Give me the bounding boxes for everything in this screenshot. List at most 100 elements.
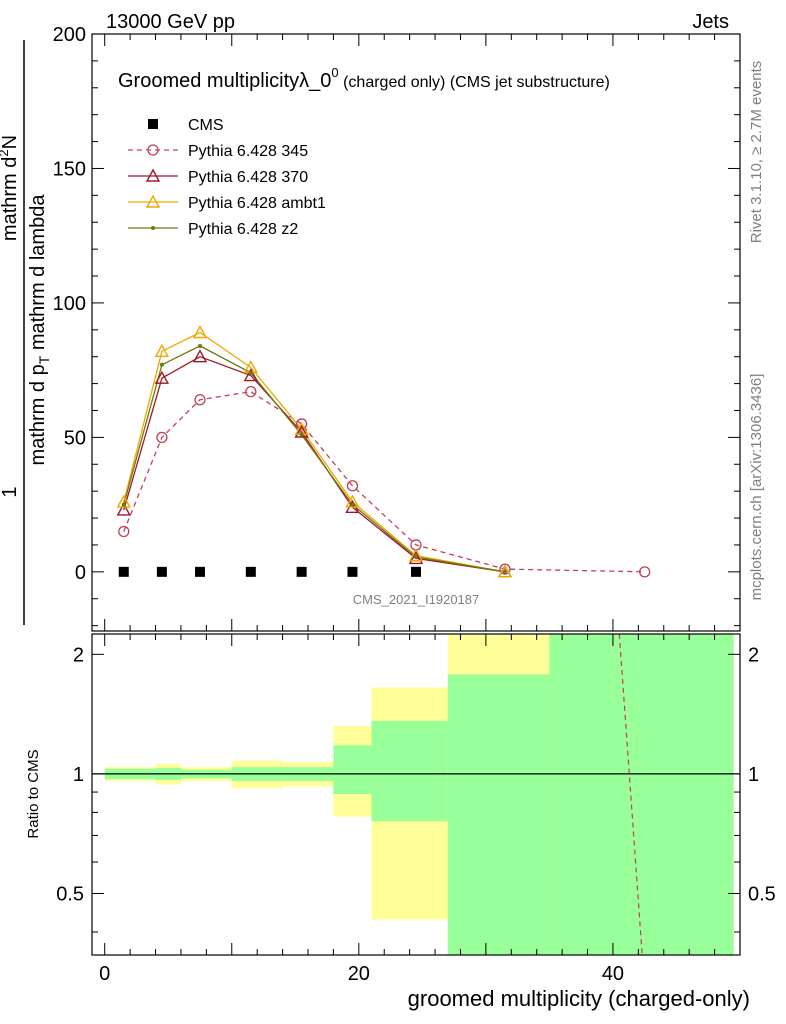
legend-entry: Pythia 6.428 370 (128, 168, 308, 186)
data-point-pythia-6-428-370 (408, 550, 424, 565)
header-energy-label: 13000 GeV pp (106, 11, 235, 33)
data-point-pythia-6-428-ambt1 (408, 548, 424, 562)
legend-label: Pythia 6.428 370 (188, 169, 308, 186)
data-point-pythia-6-428-345 (194, 394, 206, 406)
main-title-superscript: 0 (331, 65, 338, 80)
data-point-pythia-6-428-370 (243, 368, 259, 382)
legend: CMS Pythia 6.428 345 Pythia 6.428 370 Pythi… (128, 117, 326, 238)
ylabel-first-line-text: mathrm d p (27, 364, 49, 465)
data-point-pythia-6-428-z2 (198, 343, 202, 348)
data-point-pythia-6-428-345 (118, 525, 130, 538)
ratio-xlabel: groomed multiplicity (charged-only) (408, 986, 750, 1011)
data-point-cms (245, 566, 256, 577)
ratio-xtick-label: 20 (348, 963, 370, 985)
legend-entry: Pythia 6.428 z2 (128, 221, 298, 238)
ratio-xtick-label: 0 (99, 963, 110, 985)
main-ytick-label: 150 (53, 158, 86, 180)
data-point-cms (411, 566, 421, 577)
main-ylabel: 1 mathrm d pT mathrm d lambda mathrm d2N (0, 40, 52, 625)
ylabel-top-sup: 2 (0, 149, 11, 156)
data-point-pythia-6-428-z2 (299, 432, 304, 437)
data-point-pythia-6-428-z2 (350, 502, 355, 507)
ylabel-first-line-tail: mathrm d lambda (27, 194, 49, 356)
ylabel-top-tail: N (0, 135, 21, 149)
ratio-panel-frame (91, 633, 741, 956)
data-point-pythia-6-428-345 (639, 566, 651, 578)
main-ytick-label: 0 (75, 562, 86, 584)
data-point-pythia-6-428-370 (294, 424, 309, 438)
ylabel-numerator-one: 1 (0, 486, 21, 497)
mcplots-credit-label: mcplots.cern.ch [arXiv:1306.3436] (748, 374, 765, 601)
legend-label: CMS (188, 117, 224, 134)
data-point-pythia-6-428-ambt1 (192, 325, 208, 339)
data-point-cms (195, 566, 205, 577)
data-point-pythia-6-428-z2 (159, 362, 164, 367)
header-process-label: Jets (692, 11, 729, 33)
data-point-cms (156, 566, 167, 577)
legend-entry: Pythia 6.428 ambt1 (128, 194, 326, 212)
data-point-cms (296, 566, 307, 577)
stat-uncertainty-band (447, 674, 550, 955)
main-plot-area (116, 325, 651, 578)
data-point-pythia-6-428-370 (154, 370, 170, 384)
data-point-pythia-6-428-z2 (502, 569, 507, 574)
data-point-pythia-6-428-ambt1 (154, 343, 170, 358)
ratio-axes: 0.5 0.51 12 20 20 40 (56, 634, 776, 985)
legend-entry: Pythia 6.428 345 (128, 143, 308, 160)
rivet-version-label: Rivet 3.1.10, ≥ 2.7M events (748, 61, 765, 244)
data-point-pythia-6-428-ambt1 (345, 494, 360, 508)
ratio-plot-area (92, 633, 740, 956)
stat-uncertainty-band (371, 720, 448, 822)
series-line-pythia-6-428-z2 (123, 345, 506, 573)
ylabel-top-text: mathrm d (0, 157, 21, 241)
data-point-pythia-6-428-370 (145, 168, 161, 182)
data-point-pythia-6-428-370 (192, 349, 208, 363)
data-point-cms (347, 566, 358, 577)
data-point-pythia-6-428-345 (245, 386, 257, 398)
ylabel-first-line: mathrm d pT mathrm d lambda (27, 194, 52, 466)
ratio-xtick-label: 40 (602, 963, 624, 985)
ylabel-first-line-sub: T (36, 355, 52, 364)
series-line-pythia-6-428-345 (123, 391, 645, 573)
data-point-pythia-6-428-z2 (414, 555, 418, 560)
data-point-pythia-6-428-ambt1 (145, 194, 161, 208)
ratio-ytick-label-right: 1 (748, 764, 759, 786)
ratio-ytick-label-right: 2 (748, 644, 759, 666)
main-axes: 0 50 100 150 200 (53, 24, 740, 631)
ylabel-top-fraction: mathrm d2N (0, 135, 21, 241)
ratio-ylabel: Ratio to CMS (25, 749, 42, 838)
ratio-ytick-label: 0.5 (56, 883, 84, 905)
main-title-suffix: (charged only) (CMS jet substructure) (339, 74, 610, 91)
data-point-pythia-6-428-345 (147, 144, 159, 156)
main-title-text: Groomed multiplicityλ_0 (118, 70, 331, 92)
main-panel-frame (91, 33, 741, 632)
legend-label: Pythia 6.428 z2 (188, 221, 298, 238)
data-point-pythia-6-428-345 (346, 480, 359, 492)
legend-entry: CMS (148, 117, 224, 134)
ratio-ytick-label: 2 (73, 644, 84, 666)
data-point-pythia-6-428-ambt1 (116, 494, 131, 508)
legend-marker (148, 119, 158, 129)
data-point-pythia-6-428-345 (156, 431, 168, 444)
ratio-ytick-label: 1 (73, 764, 84, 786)
series-line-pythia-6-428-ambt1 (123, 331, 506, 573)
data-point-pythia-6-428-z2 (248, 370, 253, 375)
legend-label: Pythia 6.428 345 (188, 143, 308, 160)
data-point-pythia-6-428-345 (499, 563, 511, 575)
data-point-pythia-6-428-370 (116, 502, 131, 516)
data-point-pythia-6-428-z2 (151, 226, 155, 230)
ratio-ytick-label-right: 0.5 (748, 883, 776, 905)
ratio-panel: 0.5 0.51 12 20 20 40 Ratio to CMS groomed mul… (25, 633, 776, 1011)
data-point-pythia-6-428-ambt1 (497, 564, 513, 578)
main-ytick-label: 100 (53, 293, 86, 315)
data-point-cms (118, 566, 129, 577)
data-point-pythia-6-428-z2 (121, 502, 126, 507)
analysis-watermark: CMS_2021_I1920187 (353, 592, 480, 607)
stat-uncertainty-band (549, 634, 734, 955)
data-point-pythia-6-428-345 (295, 418, 308, 430)
main-ytick-label: 50 (64, 427, 86, 449)
main-ytick-label: 200 (53, 24, 86, 46)
legend-label: Pythia 6.428 ambt1 (188, 195, 326, 212)
